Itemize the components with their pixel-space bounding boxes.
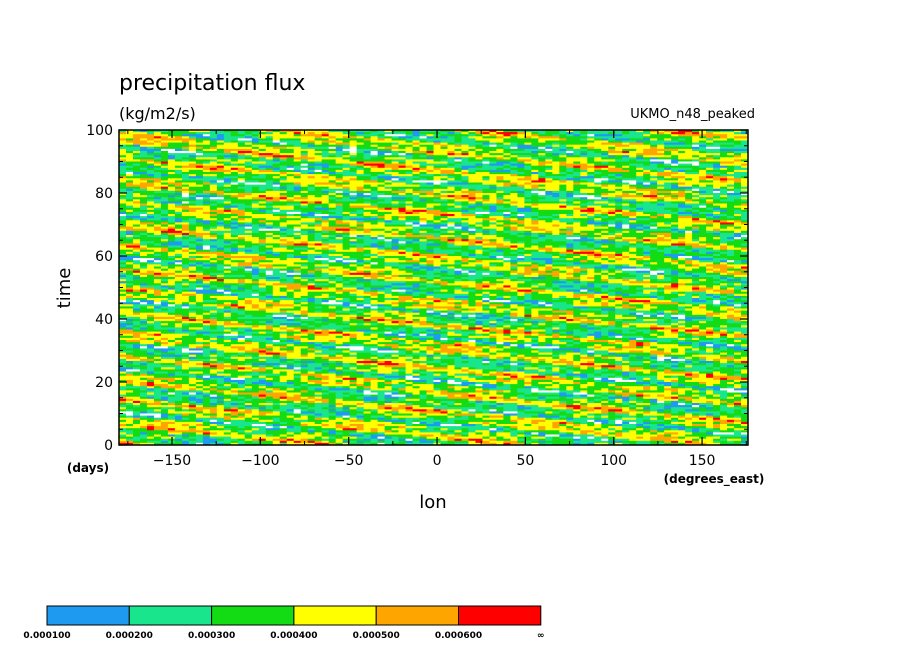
colorbar: 0.000100 0.000200 0.000300 0.000400 0.000500… — [23, 605, 545, 641]
colorbar-label: 0.000100 — [23, 631, 70, 641]
y-tick-label: 40 — [95, 312, 113, 328]
colorbar-swatch — [128, 605, 213, 626]
colorbar-label: 0.000200 — [106, 631, 153, 641]
chart-units: (kg/m2/s) — [119, 104, 196, 123]
y-tick-label: 60 — [95, 249, 113, 265]
colorbar-swatch — [375, 605, 460, 626]
colorbar-label: 0.000300 — [188, 631, 235, 641]
colorbar-swatch — [211, 605, 295, 626]
colorbar-label: 0.000500 — [353, 631, 400, 641]
x-tick-label: 50 — [516, 453, 534, 469]
colorbar-swatch — [293, 605, 377, 626]
x-tick-label: 100 — [600, 453, 627, 469]
x-tick-label: 0 — [433, 453, 442, 469]
dataset-label: UKMO_n48_peaked — [630, 107, 755, 122]
heatmap-field — [119, 130, 748, 445]
colorbar-label: 0.000600 — [435, 631, 482, 641]
y-tick-label: 100 — [86, 123, 113, 139]
colorbar-swatch — [46, 605, 130, 626]
colorbar-label: 0.000400 — [270, 631, 317, 641]
y-tick-label: 80 — [95, 186, 113, 202]
x-tick-label: −100 — [241, 453, 279, 469]
colorbar-label: ∞ — [537, 631, 545, 641]
x-tick-label: −50 — [334, 453, 364, 469]
chart-title: precipitation flux — [119, 71, 305, 96]
y-axis-unit: (days) — [67, 461, 109, 475]
x-axis-unit: (degrees_east) — [664, 472, 765, 487]
x-axis-label: lon — [419, 492, 446, 513]
x-axis-ticks: −150 −100 −50 0 50 100 150 — [127, 130, 747, 469]
colorbar-swatch — [458, 605, 542, 626]
y-tick-label: 20 — [95, 375, 113, 391]
y-tick-label: 0 — [104, 438, 113, 454]
y-axis-label: time — [54, 268, 75, 309]
x-tick-label: −150 — [153, 453, 191, 469]
y-axis-ticks: 0 20 40 60 80 100 — [86, 123, 748, 454]
x-tick-label: 150 — [689, 453, 716, 469]
